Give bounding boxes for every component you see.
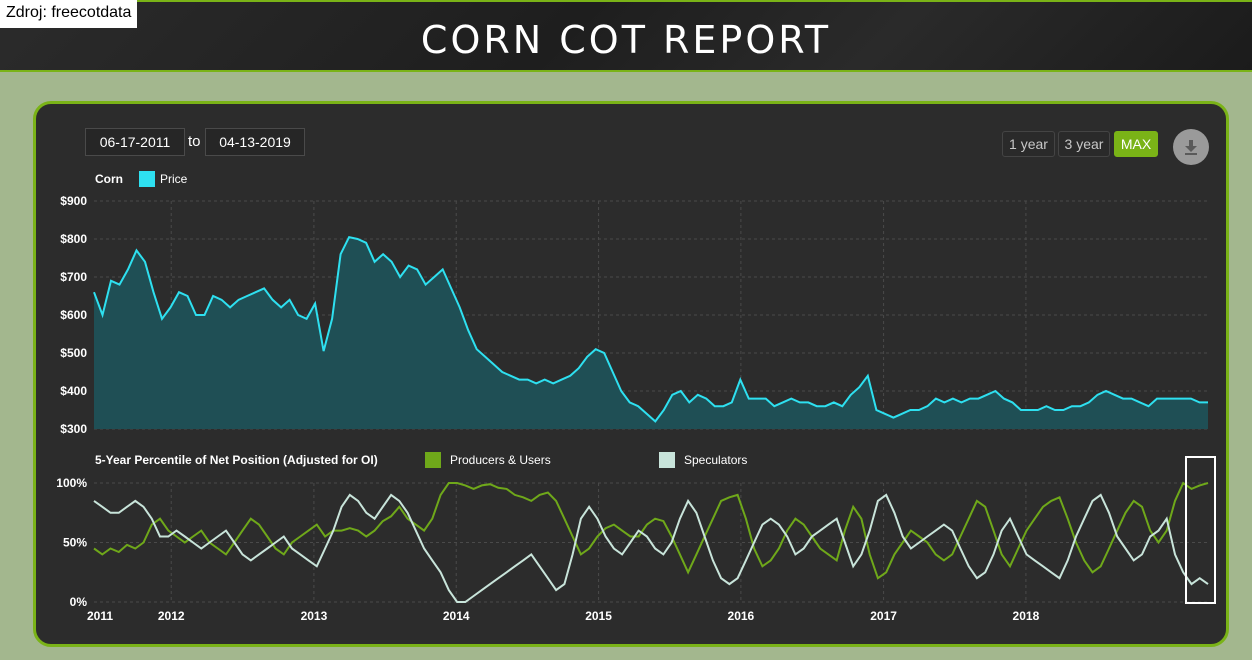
x-tick-label: 2014 [443,609,470,623]
speculators-legend-swatch [659,452,675,468]
percentile-plot [93,481,1209,603]
price-y-tick-label: $900 [60,194,87,208]
source-label: Zdroj: freecotdata [0,0,138,28]
speculators-line [93,493,1209,603]
price-legend-swatch [139,171,155,187]
percentile-y-tick-label: 0% [70,595,88,609]
price-y-tick-label: $800 [60,232,87,246]
percentile-y-tick-label: 100% [56,476,87,490]
to-label: to [188,133,201,150]
download-button[interactable] [1173,129,1209,165]
x-tick-label: 2018 [1013,609,1040,623]
price-line [93,235,1208,423]
price-y-tick-label: $500 [60,346,87,360]
price-y-axis: $900 $800 $700 $600 $500 $400 $300 [60,194,87,436]
speculators-legend-label[interactable]: Speculators [684,453,748,467]
page-title: CORN COT REPORT [420,18,832,62]
range-max-button[interactable]: MAX [1114,131,1158,157]
x-tick-label: 2011 [87,609,113,623]
date-from-input[interactable]: 06-17-2011 [85,128,185,156]
price-y-tick-label: $700 [60,270,87,284]
producers-legend-swatch [425,452,441,468]
price-area [94,237,1208,429]
x-tick-label: 2016 [728,609,755,623]
price-y-tick-label: $400 [60,384,87,398]
price-y-tick-label: $300 [60,422,87,436]
x-tick-label: 2015 [585,609,612,623]
x-tick-label: 2012 [158,609,185,623]
producers-line [93,481,1209,580]
range-3-year-button[interactable]: 3 year [1058,131,1110,157]
price-plot [93,235,1208,429]
producers-legend-label[interactable]: Producers & Users [450,453,551,467]
x-tick-label: 2017 [870,609,897,623]
percentile-legend-title: 5-Year Percentile of Net Position (Adjus… [95,453,378,467]
price-legend-label[interactable]: Price [160,172,188,186]
x-tick-label: 2013 [301,609,328,623]
date-to-input[interactable]: 04-13-2019 [205,128,305,156]
header-bar: CORN COT REPORT [0,0,1252,72]
percentile-x-axis: 2011 2012 2013 2014 2015 2016 2017 2018 [87,609,1040,623]
price-legend-title: Corn [95,172,123,186]
range-1-year-button[interactable]: 1 year [1002,131,1055,157]
percentile-y-axis: 100% 50% 0% [56,476,87,609]
price-y-tick-label: $600 [60,308,87,322]
download-icon [1185,140,1197,155]
percentile-y-tick-label: 50% [63,536,87,550]
recent-highlight-box [1185,456,1216,604]
